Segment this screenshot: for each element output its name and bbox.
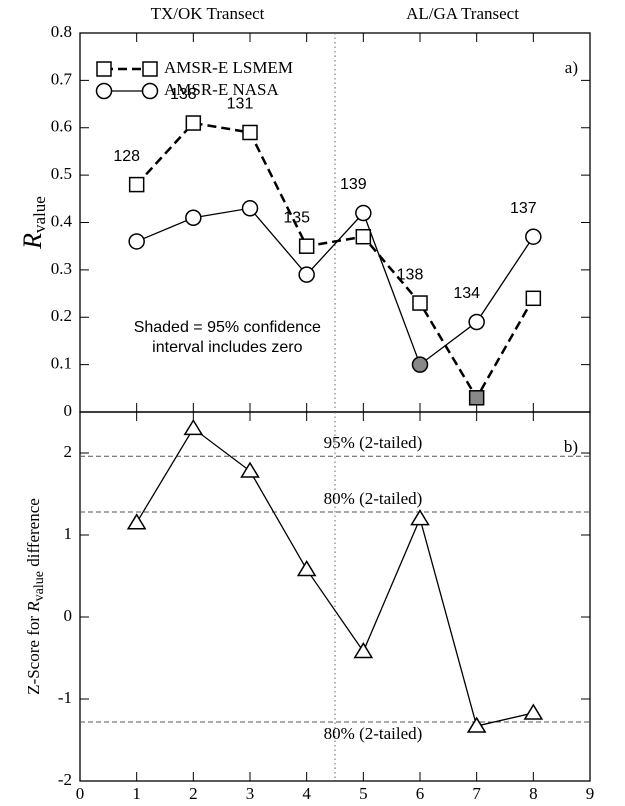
note-text: interval includes zero (152, 339, 302, 356)
y-label-text: Z-Score for (24, 612, 43, 695)
x-tick-label: 3 (246, 784, 255, 803)
y-label-text: difference (24, 498, 43, 571)
series-line (135, 121, 535, 401)
n-label: 131 (227, 96, 254, 113)
circle-marker (298, 266, 315, 283)
x-tick-label: 5 (359, 784, 368, 803)
y-label-symbol: R (24, 601, 43, 613)
y-tick-label: -1 (58, 688, 72, 707)
legend-marker (96, 61, 112, 77)
note-text: Shaded = 95% confidence (134, 319, 321, 336)
y-tick-label: 0.3 (51, 259, 72, 278)
n-label: 137 (510, 200, 537, 217)
x-tick-label: 9 (586, 784, 595, 803)
x-axis-label: Box Number (291, 804, 380, 806)
x-tick-label: 0 (76, 784, 85, 803)
n-label: 135 (283, 209, 310, 226)
y-label-subscript: value (32, 571, 47, 601)
region-label: TX/OK Transect (151, 4, 265, 23)
y-tick-label: 0.6 (51, 117, 72, 136)
n-label: 134 (453, 285, 480, 302)
square-marker (525, 290, 542, 307)
square-marker (185, 115, 202, 131)
y-tick-label: 0.5 (51, 164, 72, 183)
y-axis-label: Z-Score for Rvalue difference (24, 498, 47, 695)
x-tick-label: 7 (472, 784, 481, 803)
y-label-symbol: R (18, 233, 47, 250)
reference-label: 80% (2-tailed) (324, 489, 423, 508)
x-tick-label: 1 (132, 784, 141, 803)
square-marker (298, 238, 315, 254)
circle-marker (128, 233, 145, 250)
square-marker (468, 390, 485, 406)
n-label: 139 (340, 176, 367, 193)
circle-marker (355, 204, 372, 222)
legend-marker (95, 82, 113, 100)
panel-label: b) (564, 437, 578, 456)
x-tick-label: 6 (416, 784, 425, 803)
y-tick-label: 0.2 (51, 306, 72, 325)
triangle-marker (353, 641, 374, 659)
triangle-marker (466, 716, 487, 733)
circle-marker (411, 356, 429, 373)
y-axis-label: Rvalue (18, 196, 49, 250)
square-marker (128, 176, 145, 193)
series-line (136, 207, 534, 366)
x-tick-label: 8 (529, 784, 538, 803)
y-tick-label: 1 (64, 524, 73, 543)
y-tick-label: 0 (64, 606, 73, 625)
y-tick-label: 0.4 (51, 211, 73, 230)
y-tick-label: 0.7 (51, 69, 73, 88)
series-line (136, 427, 534, 727)
y-tick-label: 0.1 (51, 354, 72, 373)
triangle-marker (296, 559, 317, 577)
triangle-marker (126, 513, 147, 530)
legend-marker (142, 61, 158, 77)
square-marker (355, 228, 372, 245)
legend-marker (141, 82, 159, 100)
circle-marker (525, 228, 542, 245)
legend-label: AMSR-E NASA (164, 80, 279, 99)
y-tick-label: 0 (64, 401, 73, 420)
triangle-marker (410, 509, 430, 526)
y-tick-label: 0.8 (51, 22, 72, 41)
triangle-marker (240, 461, 260, 478)
reference-label: 95% (2-tailed) (324, 433, 423, 452)
circle-marker (241, 200, 259, 217)
y-tick-label: -2 (58, 770, 72, 789)
region-label: AL/GA Transect (406, 4, 519, 23)
legend-label: AMSR-E LSMEM (164, 58, 293, 77)
x-tick-label: 4 (302, 784, 311, 803)
n-label: 138 (397, 266, 424, 283)
circle-marker (185, 209, 202, 227)
reference-label: 80% (2-tailed) (324, 724, 423, 743)
triangle-marker (523, 703, 544, 720)
x-tick-label: 2 (189, 784, 198, 803)
panel-label: a) (565, 58, 578, 77)
y-tick-label: 2 (64, 442, 73, 461)
square-marker (242, 124, 258, 141)
n-label: 128 (113, 148, 140, 165)
n-label: 138 (170, 86, 197, 103)
square-marker (412, 295, 428, 311)
y-label-subscript: value (30, 196, 49, 233)
circle-marker (468, 313, 485, 331)
triangle-marker (183, 418, 204, 436)
